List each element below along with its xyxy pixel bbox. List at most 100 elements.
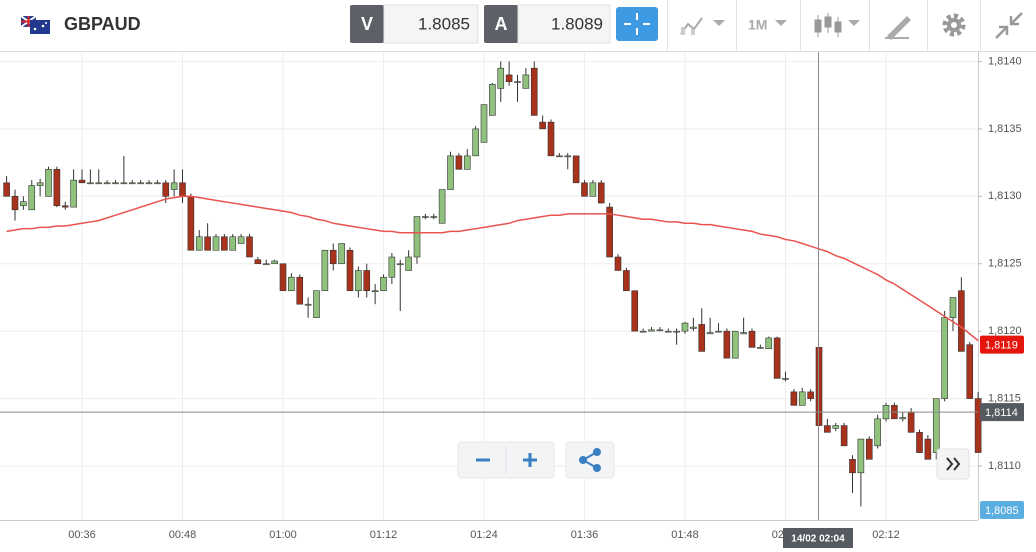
candle-body bbox=[195, 236, 203, 251]
candle-body bbox=[522, 74, 530, 89]
flag-icon bbox=[20, 15, 50, 34]
candle-body bbox=[832, 425, 840, 429]
x-tick-label: 02:12 bbox=[872, 529, 900, 541]
candle-body bbox=[480, 104, 488, 143]
candle-body bbox=[430, 216, 438, 218]
candle-body bbox=[656, 329, 664, 332]
candle-body bbox=[11, 196, 19, 211]
candle-body bbox=[154, 182, 161, 185]
candle-body bbox=[103, 182, 111, 185]
candle-body bbox=[204, 236, 211, 251]
timeframe[interactable]: 1M bbox=[748, 17, 767, 33]
x-tick-label: 01:12 bbox=[370, 529, 398, 541]
candle-body bbox=[782, 378, 789, 380]
candle-body bbox=[329, 249, 337, 265]
candle-body bbox=[572, 155, 580, 184]
candle-body bbox=[53, 169, 61, 207]
candle-body bbox=[28, 185, 36, 211]
overlay: 1,8114 14/02 02:04 1,8119 1,8085 bbox=[0, 52, 1024, 548]
candle-body bbox=[639, 330, 647, 333]
y-tick-label: 1,8110 bbox=[988, 460, 1021, 472]
candle-body bbox=[731, 330, 739, 359]
candle-body bbox=[246, 236, 253, 258]
candle-body bbox=[648, 329, 655, 332]
candle-body bbox=[70, 179, 77, 208]
candle-body bbox=[95, 182, 103, 185]
chart-type-button[interactable] bbox=[814, 13, 860, 37]
crosshair-button[interactable] bbox=[616, 7, 658, 41]
candle-body bbox=[20, 201, 27, 207]
zoom-in-button[interactable] bbox=[523, 453, 537, 467]
candle-body bbox=[597, 182, 605, 204]
crosshair-icon bbox=[624, 13, 650, 35]
candle-body bbox=[254, 259, 262, 265]
candle-body bbox=[907, 411, 915, 433]
x-tick-label: 00:48 bbox=[169, 529, 197, 541]
crosshair-time-label: 14/02 02:04 bbox=[791, 534, 845, 545]
candle-body bbox=[36, 182, 44, 186]
zoom-controls bbox=[457, 441, 970, 480]
bid-button[interactable] bbox=[350, 5, 384, 43]
y-tick-label: 1,8120 bbox=[988, 325, 1022, 337]
candle-body bbox=[581, 182, 588, 197]
ask-box[interactable] bbox=[517, 4, 611, 44]
candle-body bbox=[455, 155, 463, 170]
candle-body bbox=[472, 128, 479, 157]
symbol: GBPAUD bbox=[64, 14, 141, 34]
candle-body bbox=[673, 330, 680, 333]
draw-button[interactable] bbox=[885, 16, 911, 40]
candle-body bbox=[212, 236, 220, 251]
ask-button[interactable] bbox=[484, 5, 518, 43]
candle-body bbox=[966, 344, 974, 399]
candle-body bbox=[807, 391, 814, 399]
share-button[interactable] bbox=[565, 441, 615, 479]
x-tick-label: 01:24 bbox=[470, 529, 498, 541]
candle-body bbox=[221, 236, 228, 251]
candle-body bbox=[321, 249, 329, 292]
candle-body bbox=[798, 391, 806, 406]
candle-body bbox=[179, 182, 186, 197]
crosshair-price-tag bbox=[980, 403, 1024, 422]
candle-body bbox=[45, 169, 52, 197]
separators bbox=[667, 0, 981, 51]
collapse-button[interactable] bbox=[995, 12, 1023, 39]
scroll-icon bbox=[946, 457, 961, 471]
candle-body bbox=[840, 425, 848, 447]
settings-button[interactable] bbox=[942, 13, 966, 37]
candle-body bbox=[78, 179, 86, 184]
candle-body bbox=[614, 256, 622, 271]
candle-body bbox=[773, 337, 781, 379]
candle-body bbox=[128, 182, 136, 185]
candle-body bbox=[824, 425, 831, 433]
candle-body bbox=[941, 317, 948, 399]
candle-body bbox=[388, 256, 396, 278]
y-tick-label: 1,8135 bbox=[988, 123, 1022, 135]
bid-box[interactable] bbox=[383, 4, 479, 44]
candle-body bbox=[380, 276, 387, 292]
candle-body bbox=[706, 332, 714, 335]
candle-body bbox=[162, 182, 170, 197]
candle-body bbox=[698, 324, 706, 352]
candle-body bbox=[61, 205, 69, 208]
candle-body bbox=[363, 270, 371, 292]
candle-body bbox=[974, 398, 982, 453]
candle-body bbox=[664, 330, 672, 333]
moving-average bbox=[6, 195, 979, 342]
candle-body bbox=[899, 417, 907, 420]
candle-body bbox=[589, 182, 597, 197]
x-tick-label: 01:48 bbox=[671, 529, 699, 541]
candle-body bbox=[547, 121, 555, 157]
candle-body bbox=[489, 84, 496, 116]
candle-body bbox=[170, 182, 178, 190]
last-price-label: 1,8119 bbox=[985, 340, 1018, 352]
candle-body bbox=[145, 182, 153, 185]
candle-body bbox=[757, 347, 764, 349]
candle-body bbox=[112, 182, 119, 185]
candle-body bbox=[681, 322, 689, 332]
indicator-button[interactable] bbox=[680, 17, 725, 35]
share-icon bbox=[579, 448, 601, 472]
candle-body bbox=[564, 155, 572, 158]
candle-body bbox=[304, 303, 312, 306]
candle-body bbox=[371, 290, 379, 293]
